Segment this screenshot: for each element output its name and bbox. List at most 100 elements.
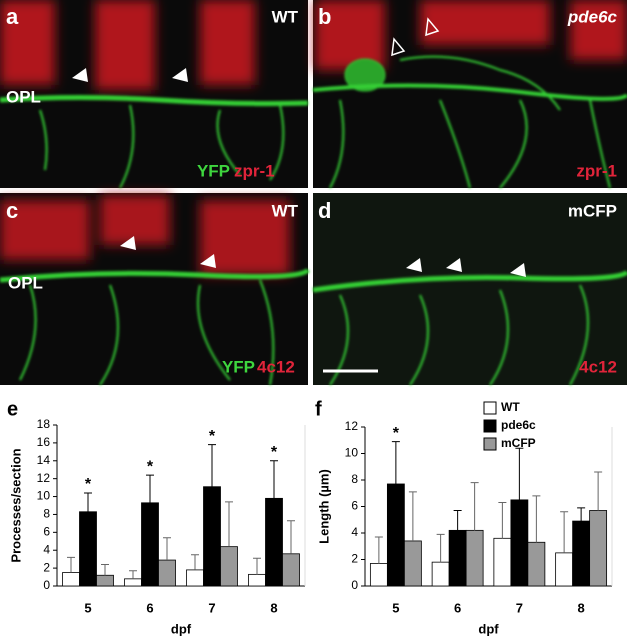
micrograph-b bbox=[312, 0, 627, 189]
condition: pde6c bbox=[567, 7, 618, 26]
bar bbox=[572, 520, 591, 587]
error-bar bbox=[391, 441, 400, 484]
region-label: OPL bbox=[6, 87, 41, 106]
bar bbox=[282, 553, 300, 587]
y-tick-label: 12 bbox=[345, 419, 359, 433]
y-tick-label: 2 bbox=[43, 560, 50, 574]
error-bar bbox=[408, 491, 417, 541]
legend-label: WT bbox=[501, 400, 520, 414]
stain-red: 4c12 bbox=[579, 357, 617, 376]
bar bbox=[448, 529, 467, 587]
x-axis-title: dpf bbox=[478, 621, 499, 636]
bar bbox=[141, 502, 159, 587]
y-tick-label: 8 bbox=[43, 507, 50, 521]
bar bbox=[386, 483, 405, 587]
y-tick-label: 10 bbox=[37, 489, 51, 503]
error-bar bbox=[577, 507, 586, 522]
x-tick-label: 8 bbox=[578, 600, 585, 615]
error-bar bbox=[374, 536, 383, 564]
bar bbox=[158, 559, 176, 587]
bar bbox=[265, 497, 283, 587]
error-bar bbox=[287, 520, 295, 554]
y-tick-label: 4 bbox=[43, 542, 50, 556]
error-bar bbox=[191, 554, 199, 570]
bar bbox=[248, 573, 266, 587]
panel-label: b bbox=[318, 4, 331, 29]
y-tick-label: 0 bbox=[351, 578, 358, 592]
bar bbox=[465, 529, 484, 587]
bar bbox=[431, 561, 450, 587]
error-bar bbox=[67, 556, 75, 573]
y-tick-label: 0 bbox=[43, 578, 50, 592]
significance-mark: * bbox=[147, 458, 154, 475]
panel-label: f bbox=[315, 398, 322, 420]
error-bar bbox=[594, 471, 603, 511]
x-tick-label: 8 bbox=[270, 600, 277, 615]
stain-green: YFP bbox=[222, 357, 255, 376]
error-bar bbox=[146, 474, 154, 503]
micrograph-d bbox=[312, 193, 627, 386]
error-bar bbox=[163, 537, 171, 561]
error-bar bbox=[498, 502, 507, 539]
bar bbox=[369, 563, 388, 587]
condition: WT bbox=[272, 7, 299, 26]
error-bar bbox=[436, 533, 445, 563]
bar bbox=[510, 499, 529, 587]
error-bar bbox=[532, 495, 541, 543]
error-bar bbox=[470, 482, 479, 531]
error-bar bbox=[208, 444, 216, 487]
y-tick-label: 10 bbox=[345, 446, 359, 460]
condition: WT bbox=[272, 201, 299, 220]
significance-mark: * bbox=[209, 428, 216, 445]
bar bbox=[403, 540, 422, 587]
error-bar bbox=[253, 557, 261, 575]
x-tick-label: 5 bbox=[84, 600, 91, 615]
legend-label: mCFP bbox=[501, 436, 536, 450]
x-tick-label: 6 bbox=[454, 600, 461, 615]
error-bar bbox=[560, 511, 569, 553]
y-tick-label: 16 bbox=[37, 435, 51, 449]
significance-mark: * bbox=[85, 476, 92, 493]
bar bbox=[79, 511, 97, 587]
significance-mark: * bbox=[271, 444, 278, 461]
condition: mCFP bbox=[568, 201, 617, 220]
stain-red: 4c12 bbox=[257, 357, 295, 376]
arrowhead bbox=[120, 236, 216, 268]
y-tick-label: 6 bbox=[43, 525, 50, 539]
y-tick-label: 8 bbox=[351, 472, 358, 486]
arrowhead bbox=[406, 258, 526, 277]
y-axis-title: Length (µm) bbox=[316, 469, 331, 544]
bar bbox=[220, 546, 238, 587]
bar bbox=[96, 574, 114, 587]
panel-label: c bbox=[6, 198, 18, 223]
y-tick-label: 12 bbox=[37, 471, 51, 485]
error-bar bbox=[225, 501, 233, 547]
arrowhead bbox=[391, 17, 440, 57]
significance-mark: * bbox=[393, 425, 400, 442]
y-tick-label: 2 bbox=[351, 552, 358, 566]
error-bar bbox=[270, 460, 278, 499]
y-tick-label: 18 bbox=[37, 417, 51, 431]
micrograph-a bbox=[0, 0, 309, 189]
micrograph-c bbox=[0, 193, 310, 386]
stain-red: zpr-1 bbox=[234, 161, 275, 180]
y-tick-label: 4 bbox=[351, 525, 358, 539]
error-bar bbox=[101, 564, 109, 576]
stain-red: zpr-1 bbox=[576, 161, 617, 180]
error-bar bbox=[84, 492, 92, 512]
panel-label: e bbox=[7, 398, 18, 420]
error-bar bbox=[129, 570, 137, 579]
bar bbox=[589, 510, 608, 587]
y-axis-title: Processes/section bbox=[8, 448, 23, 562]
bar bbox=[62, 572, 80, 587]
x-tick-label: 5 bbox=[392, 600, 399, 615]
x-tick-label: 7 bbox=[516, 600, 523, 615]
bar bbox=[124, 578, 142, 587]
y-tick-label: 6 bbox=[351, 499, 358, 513]
x-axis-title: dpf bbox=[171, 621, 192, 636]
region-label: OPL bbox=[8, 273, 43, 292]
bar bbox=[203, 486, 221, 587]
legend-swatch bbox=[483, 419, 497, 433]
error-bar bbox=[453, 509, 462, 531]
